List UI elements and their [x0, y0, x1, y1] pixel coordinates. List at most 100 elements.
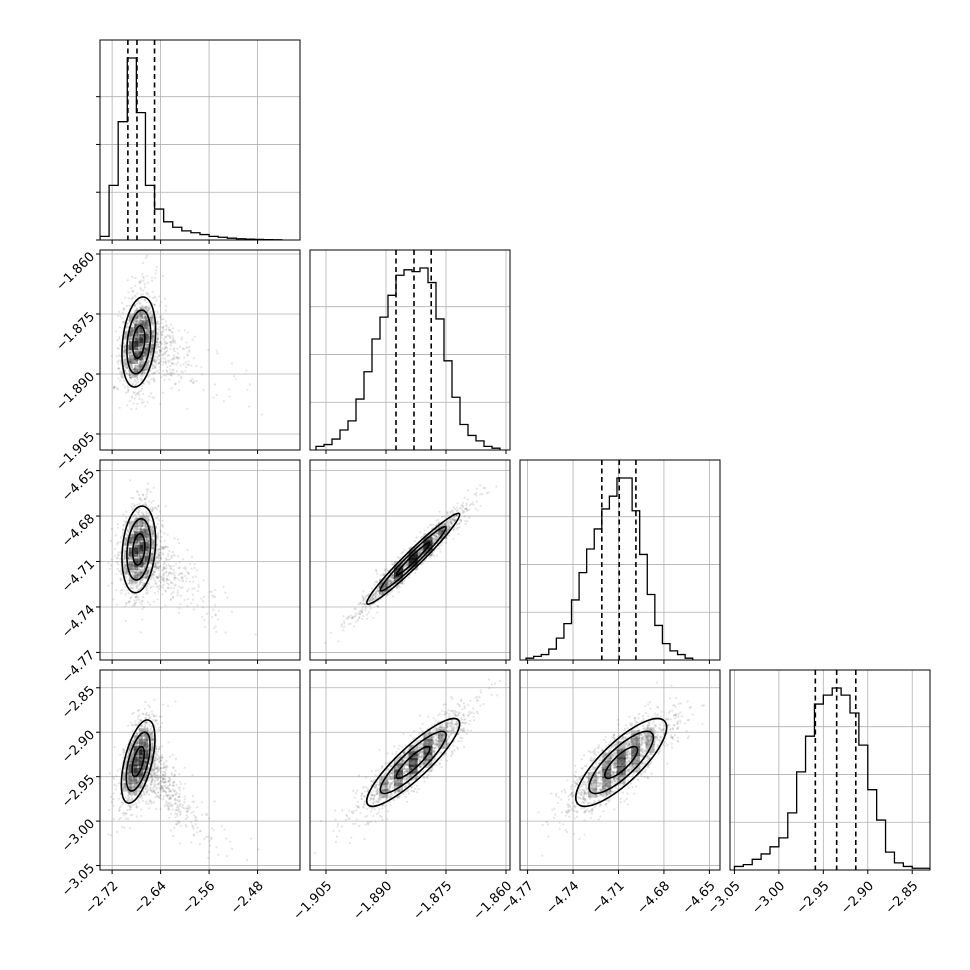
scatter-point	[157, 559, 160, 563]
scatter-point	[136, 331, 139, 334]
scatter-point	[124, 593, 127, 596]
scatter-point	[131, 367, 134, 370]
scatter-point	[150, 318, 153, 322]
scatter-point	[139, 357, 142, 360]
scatter-point	[135, 566, 138, 569]
scatter-point	[389, 578, 392, 581]
scatter-point	[156, 553, 159, 556]
scatter-point	[169, 587, 172, 590]
scatter-point	[134, 526, 137, 529]
scatter-point	[443, 524, 446, 527]
scatter-point	[161, 391, 164, 394]
scatter-point	[131, 532, 134, 535]
scatter-point	[146, 281, 149, 284]
scatter-point	[137, 556, 140, 559]
scatter-point	[141, 358, 144, 362]
scatter-point	[435, 534, 438, 537]
scatter-point	[131, 533, 134, 537]
scatter-point	[189, 379, 193, 382]
scatter-point	[139, 777, 142, 780]
scatter-point	[141, 333, 145, 336]
scatter-point	[137, 332, 140, 335]
scatter-point	[171, 338, 174, 341]
scatter-point	[150, 558, 153, 561]
scatter-point	[140, 572, 143, 575]
scatter-point	[138, 777, 141, 780]
scatter-point	[152, 544, 155, 547]
scatter-point	[381, 574, 384, 577]
scatter-point	[450, 522, 453, 525]
scatter-point	[138, 363, 141, 366]
scatter-point	[144, 321, 148, 324]
scatter-point	[141, 356, 144, 359]
scatter-point	[376, 590, 379, 593]
scatter-point	[137, 365, 140, 368]
scatter-point	[145, 592, 148, 595]
scatter-point	[136, 346, 139, 349]
scatter-point	[167, 558, 170, 561]
scatter-point	[160, 585, 163, 588]
scatter-point	[176, 577, 179, 580]
scatter-point	[133, 529, 136, 532]
scatter-point	[146, 328, 150, 331]
scatter-point	[418, 550, 421, 553]
scatter-point	[363, 603, 366, 606]
scatter-point	[154, 772, 157, 775]
scatter-point	[170, 582, 173, 585]
scatter-point	[135, 342, 138, 345]
scatter-point	[134, 596, 137, 599]
scatter-point	[199, 830, 202, 833]
scatter-point	[139, 366, 142, 369]
scatter-point	[139, 524, 142, 527]
scatter-point	[190, 555, 193, 559]
scatter-point	[152, 334, 155, 337]
scatter-point	[131, 564, 134, 567]
scatter-point	[133, 555, 136, 558]
scatter-point	[144, 317, 147, 320]
scatter-point	[137, 583, 140, 586]
scatter-point	[147, 547, 150, 550]
scatter-point	[437, 532, 440, 536]
scatter-point	[375, 570, 378, 573]
scatter-point	[157, 333, 160, 337]
scatter-point	[144, 354, 147, 357]
scatter-point	[136, 525, 139, 528]
scatter-point	[407, 563, 411, 566]
scatter-point	[179, 603, 182, 606]
scatter-point	[486, 492, 489, 495]
scatter-point	[152, 547, 155, 550]
scatter-point	[376, 605, 380, 608]
scatter-point	[140, 288, 143, 291]
scatter-point	[173, 339, 176, 342]
scatter-point	[121, 374, 124, 377]
scatter-point	[155, 299, 158, 302]
scatter-point	[140, 401, 143, 404]
scatter-point	[134, 294, 137, 298]
scatter-point	[129, 316, 132, 319]
scatter-point	[155, 786, 158, 789]
scatter-point	[123, 349, 126, 352]
scatter-point	[145, 342, 148, 345]
scatter-point	[170, 555, 173, 558]
scatter-point	[129, 540, 132, 543]
scatter-point	[179, 572, 182, 575]
scatter-point	[142, 392, 145, 396]
scatter-point	[145, 333, 149, 336]
scatter-point	[119, 344, 122, 347]
scatter-point	[173, 576, 176, 579]
scatter-point	[122, 353, 125, 356]
scatter-point	[151, 316, 154, 319]
scatter-point	[121, 311, 124, 314]
scatter-point	[145, 721, 148, 724]
scatter-point	[129, 596, 133, 599]
scatter-point	[168, 373, 171, 376]
scatter-point	[137, 550, 141, 554]
scatter-point	[470, 503, 473, 506]
scatter-point	[407, 561, 410, 564]
scatter-point	[435, 534, 438, 538]
scatter-point	[155, 767, 158, 770]
scatter-point	[463, 515, 466, 518]
scatter-point	[146, 736, 149, 739]
scatter-point	[471, 501, 474, 504]
scatter-point	[188, 349, 191, 352]
